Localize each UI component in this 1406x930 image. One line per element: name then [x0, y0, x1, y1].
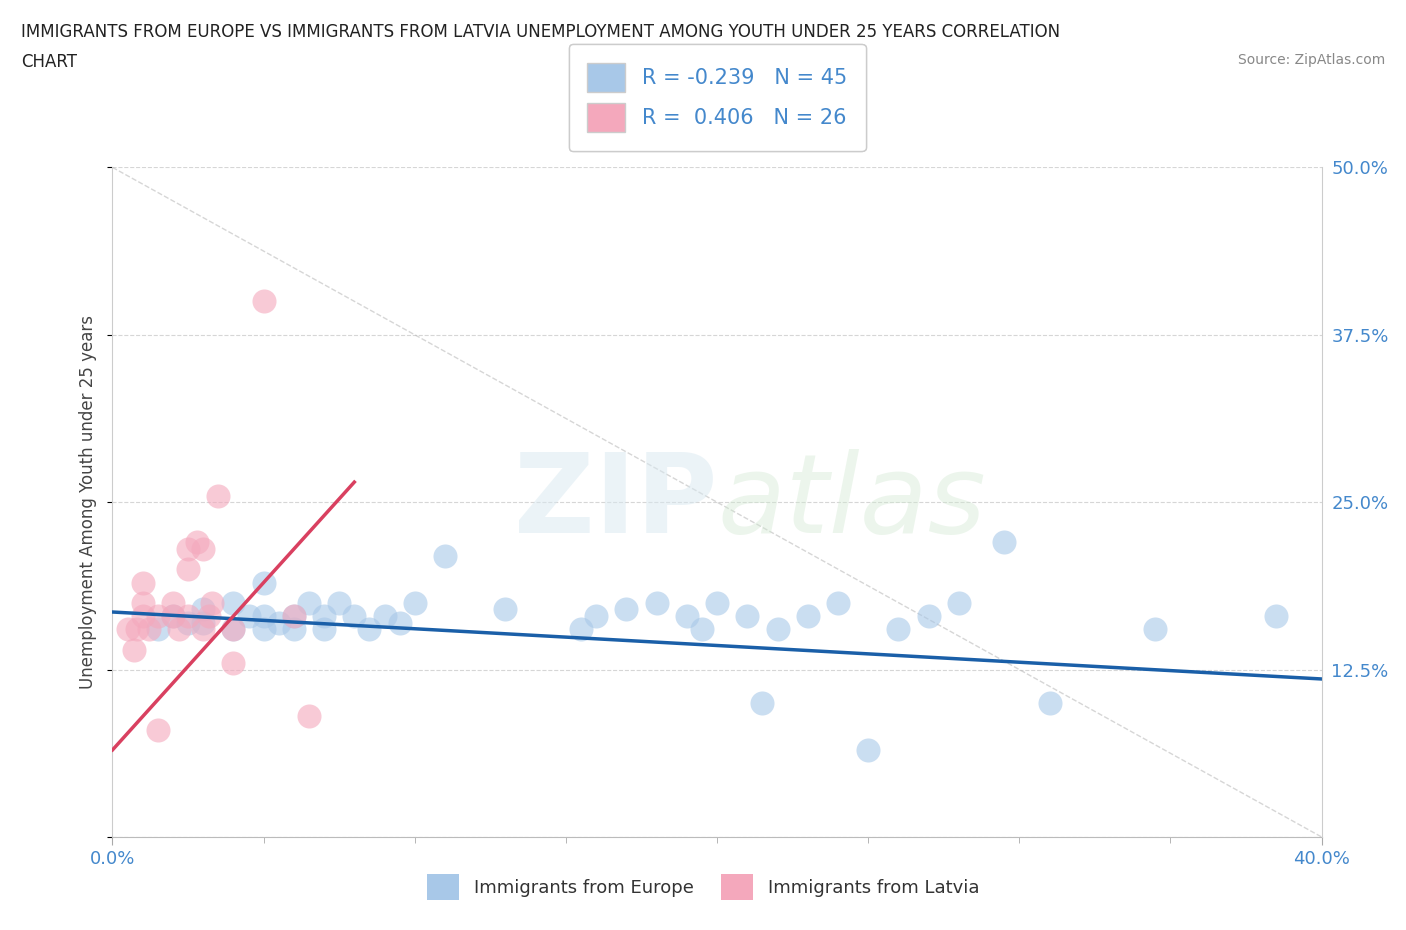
Point: [253, 294, 276, 309]
Point: [186, 535, 208, 550]
Text: ZIP: ZIP: [513, 448, 717, 556]
Point: [298, 709, 321, 724]
Point: [201, 595, 224, 610]
Point: [827, 595, 849, 610]
Point: [887, 622, 910, 637]
Point: [253, 622, 276, 637]
Point: [796, 608, 818, 623]
Point: [283, 622, 305, 637]
Point: [177, 562, 200, 577]
Point: [222, 622, 245, 637]
Point: [283, 608, 305, 623]
Point: [495, 602, 517, 617]
Point: [146, 608, 169, 623]
Point: [162, 608, 184, 623]
Text: IMMIGRANTS FROM EUROPE VS IMMIGRANTS FROM LATVIA UNEMPLOYMENT AMONG YOUTH UNDER : IMMIGRANTS FROM EUROPE VS IMMIGRANTS FRO…: [21, 23, 1060, 41]
Point: [222, 595, 245, 610]
Point: [314, 622, 336, 637]
Point: [569, 622, 592, 637]
Point: [253, 608, 276, 623]
Legend: Immigrants from Europe, Immigrants from Latvia: Immigrants from Europe, Immigrants from …: [419, 867, 987, 907]
Point: [146, 723, 169, 737]
Point: [191, 616, 214, 631]
Point: [191, 622, 214, 637]
Point: [675, 608, 697, 623]
Point: [690, 622, 713, 637]
Point: [918, 608, 941, 623]
Point: [132, 595, 155, 610]
Y-axis label: Unemployment Among Youth under 25 years: Unemployment Among Youth under 25 years: [79, 315, 97, 689]
Point: [706, 595, 728, 610]
Point: [993, 535, 1015, 550]
Point: [737, 608, 759, 623]
Point: [132, 575, 155, 590]
Text: atlas: atlas: [717, 448, 986, 556]
Text: CHART: CHART: [21, 53, 77, 71]
Text: Source: ZipAtlas.com: Source: ZipAtlas.com: [1237, 53, 1385, 67]
Point: [191, 602, 214, 617]
Point: [283, 608, 305, 623]
Point: [433, 549, 456, 564]
Point: [645, 595, 668, 610]
Point: [343, 608, 366, 623]
Point: [138, 622, 160, 637]
Point: [125, 622, 148, 637]
Point: [191, 541, 214, 556]
Point: [359, 622, 381, 637]
Point: [167, 622, 190, 637]
Point: [132, 608, 155, 623]
Point: [766, 622, 789, 637]
Point: [856, 742, 880, 757]
Point: [162, 595, 184, 610]
Point: [146, 622, 169, 637]
Point: [1265, 608, 1288, 623]
Point: [298, 595, 321, 610]
Point: [162, 608, 184, 623]
Point: [328, 595, 350, 610]
Point: [207, 488, 229, 503]
Point: [616, 602, 638, 617]
Point: [374, 608, 396, 623]
Point: [238, 608, 260, 623]
Point: [751, 696, 773, 711]
Point: [117, 622, 139, 637]
Point: [253, 575, 276, 590]
Point: [198, 608, 221, 623]
Point: [388, 616, 411, 631]
Point: [1038, 696, 1062, 711]
Point: [267, 616, 290, 631]
Point: [585, 608, 607, 623]
Point: [177, 541, 200, 556]
Point: [222, 622, 245, 637]
Legend: R = -0.239   N = 45, R =  0.406   N = 26: R = -0.239 N = 45, R = 0.406 N = 26: [568, 44, 866, 151]
Point: [404, 595, 426, 610]
Point: [948, 595, 970, 610]
Point: [1144, 622, 1167, 637]
Point: [177, 616, 200, 631]
Point: [314, 608, 336, 623]
Point: [222, 656, 245, 671]
Point: [122, 642, 145, 657]
Point: [177, 608, 200, 623]
